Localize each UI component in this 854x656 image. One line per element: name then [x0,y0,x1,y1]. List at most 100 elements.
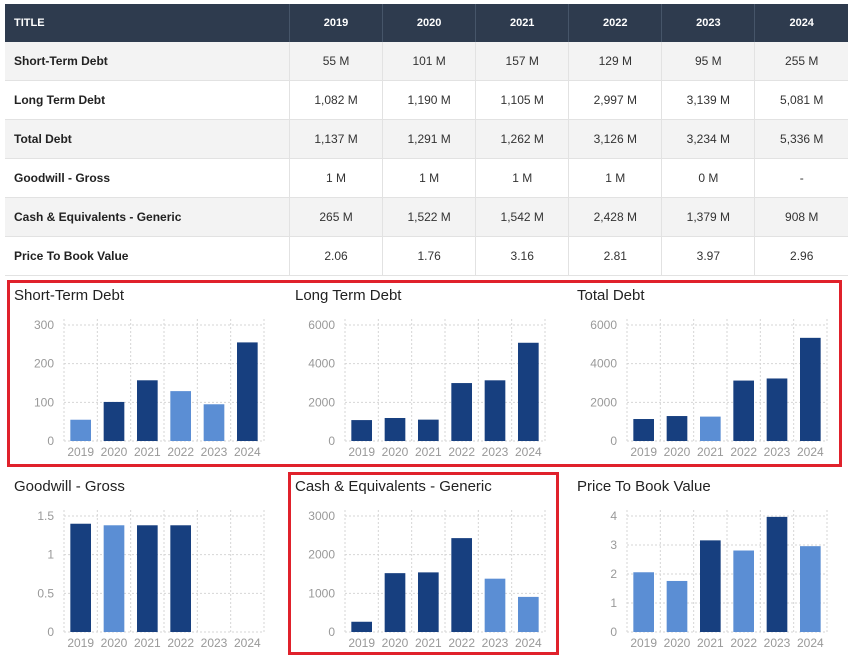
table-cell: 265 M [289,197,384,237]
table-cell: 2.81 [568,236,663,276]
x-tick-label: 2019 [630,445,657,459]
x-tick-label: 2021 [134,636,161,650]
x-tick-label: 2019 [348,445,375,459]
bar [170,391,191,441]
table-cell: 3.16 [475,236,570,276]
bar [700,540,721,632]
table-cell: 1 M [289,158,384,198]
bar [170,525,191,632]
y-tick-label: 0 [47,434,54,448]
chart-title: Goodwill - Gross [14,478,125,495]
bar [766,516,788,632]
x-tick-label: 2021 [697,636,724,650]
table-cell: 1,082 M [289,80,384,120]
y-tick-label: 0.5 [37,586,54,600]
x-tick-label: 2021 [134,445,161,459]
table-cell: 157 M [475,42,570,81]
y-tick-label: 4000 [308,357,335,371]
x-tick-label: 2019 [348,636,375,650]
x-tick-label: 2019 [67,445,94,459]
header-year: 2020 [382,4,477,42]
table-cell: - [754,158,848,198]
x-tick-label: 2024 [234,445,261,459]
bar [351,420,372,441]
y-tick-label: 4000 [590,357,617,371]
table-row: Cash & Equivalents - Generic 265 M 1,522… [5,197,848,237]
y-tick-label: 2 [610,567,617,581]
table-cell: 2,997 M [568,80,663,120]
y-tick-label: 1 [610,596,617,610]
x-tick-label: 2020 [382,445,409,459]
y-tick-label: 200 [34,357,54,371]
goodwill-gross-chart: Goodwill - Gross 0 0.5 1 1.5 2019 2020 2021 202… [14,478,279,653]
header-year: 2021 [475,4,570,42]
table-cell: 1,262 M [475,119,570,159]
x-tick-label: 2021 [415,445,442,459]
y-tick-label: 2000 [308,548,335,562]
table-cell: 1 M [382,158,477,198]
bar [418,572,439,632]
bar [203,404,225,441]
y-tick-label: 300 [34,318,54,332]
y-tick-label: 4 [610,509,617,523]
row-label: Total Debt [5,119,290,159]
bar [800,337,821,441]
table-cell: 3,234 M [661,119,756,159]
y-tick-label: 100 [34,395,54,409]
bar [518,342,539,441]
x-tick-label: 2023 [482,636,509,650]
bar-chart-svg: 0 1 2 3 4 2019 2020 2021 2022 2023 2024 [610,509,828,650]
bar [484,578,506,632]
table-cell: 1,190 M [382,80,477,120]
x-tick-label: 2023 [764,636,791,650]
x-tick-label: 2022 [448,636,475,650]
y-tick-label: 3000 [308,509,335,523]
total-debt-chart: Total Debt 0 2000 4000 6000 2019 2020 2021 2022… [577,287,842,462]
bar [666,580,688,632]
table-cell: 908 M [754,197,848,237]
x-tick-label: 2023 [764,445,791,459]
short-term-debt-chart: Short-Term Debt 0 100 200 300 2019 2020 2021 20… [14,287,279,462]
bar [384,573,406,632]
x-tick-label: 2022 [730,445,757,459]
y-tick-label: 0 [610,434,617,448]
y-tick-label: 1.5 [37,509,54,523]
bar-chart-svg: 0 0.5 1 1.5 2019 2020 2021 2022 2023 2024 [37,509,265,650]
table-cell: 255 M [754,42,848,81]
table-row: Price To Book Value 2.06 1.76 3.16 2.81 … [5,236,848,276]
financial-table: TITLE 2019 2020 2021 2022 2023 2024 Shor… [5,4,848,276]
bar [70,523,91,632]
bar-chart-svg: 0 100 200 300 2019 2020 2021 2022 2023 2024 [34,318,265,459]
y-tick-label: 1 [47,548,54,562]
table-cell: 0 M [661,158,756,198]
bar [103,401,125,441]
bar [633,572,654,632]
bar [103,525,125,632]
cash-equivalents-chart: Cash & Equivalents - Generic 0 1000 2000 30… [295,478,560,653]
x-tick-label: 2020 [382,636,409,650]
x-tick-label: 2024 [797,636,824,650]
table-row: Long Term Debt 1,082 M 1,190 M 1,105 M 2… [5,80,848,120]
y-tick-label: 1000 [308,586,335,600]
bar [700,416,721,441]
table-header-row: TITLE 2019 2020 2021 2022 2023 2024 [5,4,848,42]
table-cell: 1 M [475,158,570,198]
x-tick-label: 2022 [448,445,475,459]
bar [137,380,158,441]
table-cell: 2.96 [754,236,848,276]
row-label: Price To Book Value [5,236,290,276]
bar [451,383,472,441]
x-tick-label: 2024 [515,636,542,650]
table-cell: 2.06 [289,236,384,276]
x-tick-label: 2021 [415,636,442,650]
x-tick-label: 2022 [167,445,194,459]
bar [733,550,754,632]
x-tick-label: 2023 [482,445,509,459]
row-label: Goodwill - Gross [5,158,290,198]
row-label: Long Term Debt [5,80,290,120]
header-year: 2023 [661,4,756,42]
bar [70,419,91,441]
x-tick-label: 2020 [101,636,128,650]
chart-title: Short-Term Debt [14,287,125,304]
y-tick-label: 0 [328,625,335,639]
